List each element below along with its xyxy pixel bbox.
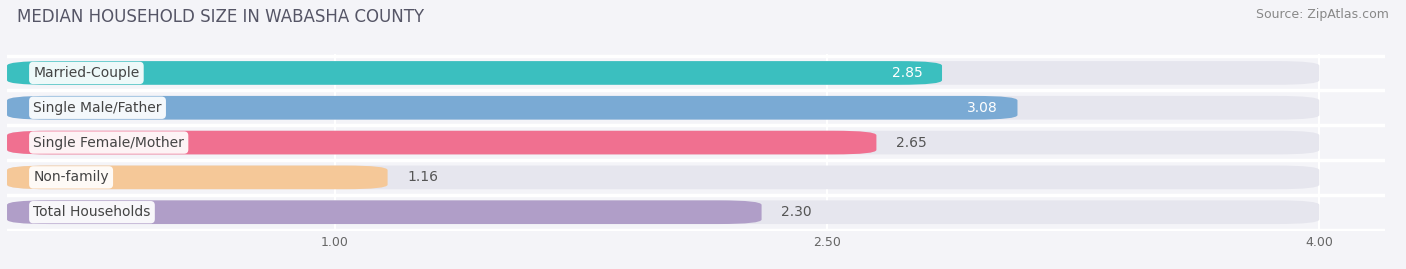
FancyBboxPatch shape xyxy=(7,96,1319,120)
Text: 3.08: 3.08 xyxy=(967,101,998,115)
FancyBboxPatch shape xyxy=(7,200,762,224)
Text: Single Female/Mother: Single Female/Mother xyxy=(34,136,184,150)
FancyBboxPatch shape xyxy=(7,131,1319,154)
FancyBboxPatch shape xyxy=(7,61,942,85)
Text: MEDIAN HOUSEHOLD SIZE IN WABASHA COUNTY: MEDIAN HOUSEHOLD SIZE IN WABASHA COUNTY xyxy=(17,8,425,26)
FancyBboxPatch shape xyxy=(7,61,1319,85)
FancyBboxPatch shape xyxy=(7,200,1319,224)
Text: Married-Couple: Married-Couple xyxy=(34,66,139,80)
Text: 2.85: 2.85 xyxy=(891,66,922,80)
Text: 2.65: 2.65 xyxy=(896,136,927,150)
Text: 2.30: 2.30 xyxy=(782,205,811,219)
Text: Total Households: Total Households xyxy=(34,205,150,219)
FancyBboxPatch shape xyxy=(7,165,388,189)
Text: Single Male/Father: Single Male/Father xyxy=(34,101,162,115)
Text: Non-family: Non-family xyxy=(34,170,108,184)
FancyBboxPatch shape xyxy=(7,131,876,154)
Text: Source: ZipAtlas.com: Source: ZipAtlas.com xyxy=(1256,8,1389,21)
FancyBboxPatch shape xyxy=(7,165,1319,189)
FancyBboxPatch shape xyxy=(7,96,1018,120)
Text: 1.16: 1.16 xyxy=(408,170,439,184)
